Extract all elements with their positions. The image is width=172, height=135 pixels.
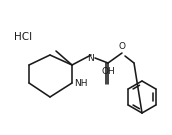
Text: NH: NH <box>74 78 88 87</box>
Text: N: N <box>88 54 94 63</box>
Text: HCl: HCl <box>14 32 32 42</box>
Text: O: O <box>119 42 126 51</box>
Text: OH: OH <box>101 67 115 76</box>
